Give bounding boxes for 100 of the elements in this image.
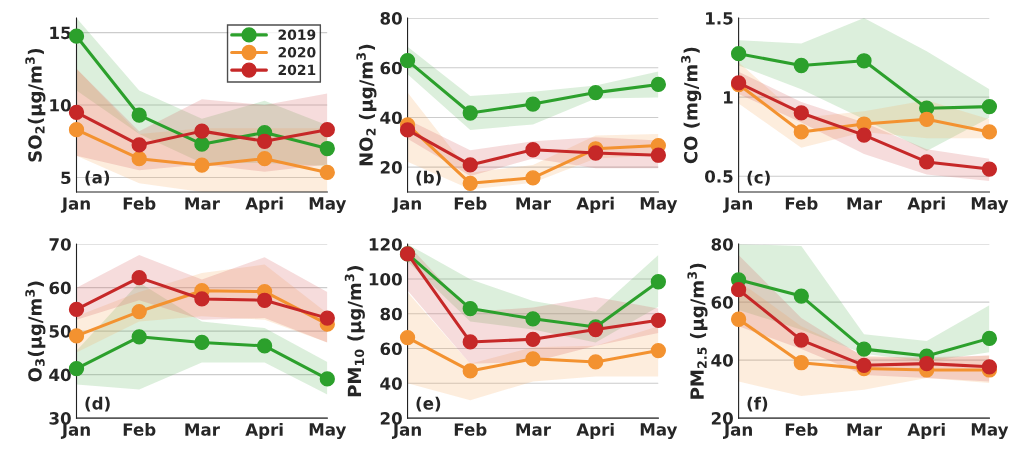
x-tick-label: Jan <box>60 423 90 439</box>
x-tick-label: Feb <box>123 422 156 436</box>
y-tick-label: 0.5 <box>705 170 733 183</box>
point <box>399 122 416 138</box>
point <box>919 111 935 127</box>
x-tick-label: Feb <box>454 196 487 210</box>
x-tick-label: Mar <box>516 423 551 436</box>
x-tick-label: Feb <box>785 422 818 436</box>
point <box>194 136 210 152</box>
point <box>919 154 935 170</box>
y-tick-label: 40 <box>380 377 402 390</box>
y-tick-label: 70 <box>49 238 71 251</box>
x-tick-label: Jan <box>60 197 90 213</box>
point <box>525 311 541 327</box>
x-tick-label: Apri <box>245 422 283 440</box>
y-tick-label: 60 <box>711 296 733 309</box>
point <box>319 140 335 157</box>
point <box>730 282 747 298</box>
x-tick-label: Jan <box>723 197 752 213</box>
point <box>793 355 809 371</box>
y-tick-label: 40 <box>380 111 402 125</box>
x-tick-label: Mar <box>847 423 882 436</box>
y-tick-label: 80 <box>380 307 402 321</box>
point <box>319 310 335 326</box>
y-tick-label: 60 <box>49 281 71 295</box>
point <box>650 312 666 328</box>
y-axis-title: O$_{3}$(μg/m$^{3}$) <box>25 281 46 382</box>
y-tick-label: 60 <box>380 342 402 356</box>
point <box>525 96 541 112</box>
point <box>650 76 666 93</box>
point <box>131 137 147 153</box>
point <box>856 357 872 373</box>
y-tick-label: 40 <box>49 368 71 382</box>
point <box>730 311 747 327</box>
point <box>256 292 273 308</box>
x-tick-label: May <box>640 423 678 440</box>
point <box>650 342 666 359</box>
y-tick-label: 80 <box>380 12 402 25</box>
y-tick-label: 1 <box>724 91 733 104</box>
x-tick-label: Feb <box>454 422 487 436</box>
point <box>525 331 541 347</box>
point <box>131 303 147 320</box>
point <box>462 334 478 350</box>
point <box>793 332 809 348</box>
point <box>856 127 872 143</box>
point <box>462 105 478 121</box>
x-tick-label: May <box>971 423 1009 440</box>
y-tick-label: 120 <box>369 238 402 251</box>
x-tick-label: Apri <box>907 196 945 213</box>
point <box>981 161 998 177</box>
y-tick-label: 20 <box>711 412 733 425</box>
point <box>194 123 210 139</box>
point <box>981 98 998 115</box>
x-tick-label: Apri <box>245 196 283 213</box>
point <box>650 147 666 163</box>
point <box>256 151 273 167</box>
y-axis-title: NO$_{2}$ (μg/m$^{3}$) <box>356 44 377 166</box>
point <box>588 354 604 370</box>
y-tick-label: 80 <box>711 238 733 251</box>
y-tick-label: 50 <box>49 325 71 338</box>
point <box>793 57 809 74</box>
point <box>981 330 998 347</box>
legend-label: 2019 <box>278 29 316 40</box>
point <box>525 351 541 367</box>
point <box>462 300 478 317</box>
annotation: (e) <box>416 396 441 412</box>
x-tick-label: May <box>640 197 678 213</box>
annotation: (b) <box>416 170 441 186</box>
x-tick-label: Jan <box>391 423 421 439</box>
y-axis-title: PM$_{10}$ (μg/m$^{3}$) <box>344 266 365 397</box>
point <box>256 133 273 149</box>
y-tick-label: 20 <box>380 161 402 174</box>
point <box>319 164 335 181</box>
point <box>981 124 998 140</box>
point <box>68 28 85 44</box>
point <box>856 341 872 357</box>
y-tick-label: 10 <box>50 99 71 112</box>
x-tick-label: Mar <box>516 197 551 210</box>
point <box>319 122 335 138</box>
x-tick-label: Apri <box>907 422 945 440</box>
point <box>588 145 604 161</box>
y-tick-label: 20 <box>380 412 402 425</box>
point <box>856 53 872 69</box>
x-tick-label: May <box>309 423 347 440</box>
point <box>319 371 335 387</box>
annotation: (f) <box>747 396 768 412</box>
point <box>588 84 604 101</box>
x-tick-label: May <box>971 197 1009 213</box>
point <box>131 329 147 345</box>
x-tick-label: Apri <box>576 196 614 213</box>
x-tick-label: May <box>309 197 347 213</box>
y-tick-label: 100 <box>369 272 402 286</box>
y-axis-title: SO$_{2}$(μg/m$^{3}$) <box>25 48 46 162</box>
y-tick-label: 30 <box>49 412 71 425</box>
annotation: (c) <box>747 170 770 186</box>
y-tick-label: 40 <box>711 354 733 367</box>
annotation: (d) <box>85 396 110 412</box>
y-axis-title: PM$_{2.5}$ (μg/m$^{3}$) <box>687 263 708 399</box>
legend-label: 2020 <box>278 47 316 58</box>
x-tick-label: Jan <box>723 423 752 439</box>
